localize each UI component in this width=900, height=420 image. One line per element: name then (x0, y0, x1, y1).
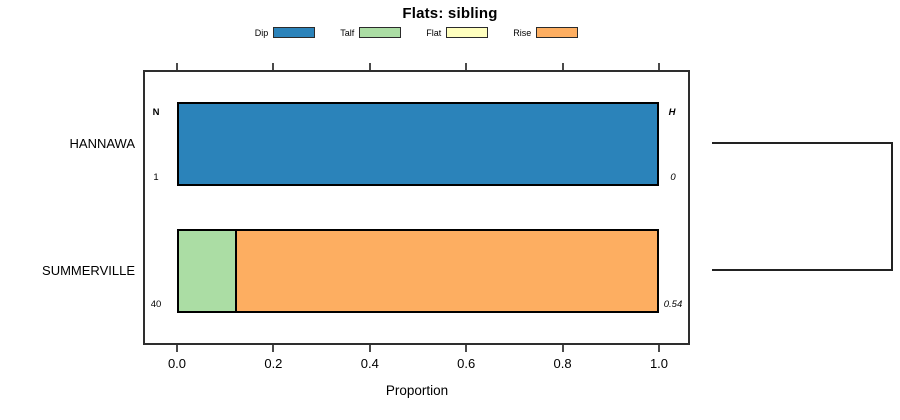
legend-label: Talf (340, 27, 355, 38)
x-axis-tick-top (368, 63, 371, 70)
category-label-summerville: SUMMERVILLE (42, 263, 135, 278)
dendrogram-join (891, 142, 893, 271)
x-axis-tick (561, 345, 564, 352)
n-value-hannawa: 1 (153, 172, 159, 183)
x-axis-label: Proportion (385, 383, 449, 398)
legend: Dip Talf Flat Rise (143, 25, 690, 40)
legend-swatch-talf (359, 27, 402, 38)
n-column-header: N (152, 107, 160, 118)
bar-segment-summerville-talf (177, 229, 238, 313)
legend-label: Flat (426, 27, 442, 38)
h-value-summerville: 0.54 (663, 299, 683, 310)
x-axis-tick (368, 345, 371, 352)
h-column-header: H (668, 107, 676, 118)
x-axis-tick-top (561, 63, 564, 70)
legend-swatch-dip (273, 27, 316, 38)
legend-item-talf: Talf (340, 27, 402, 38)
n-value-summerville: 40 (150, 299, 162, 310)
x-axis-tick (658, 345, 660, 352)
chart-title: Flats: sibling (402, 5, 498, 22)
dendrogram-branch-top (712, 142, 893, 144)
legend-item-flat: Flat (426, 27, 489, 38)
x-axis-tick (465, 345, 468, 352)
x-axis-tick (176, 345, 178, 352)
x-axis-tick-label: 0.0 (167, 356, 187, 371)
x-axis-tick-label: 0.8 (553, 356, 572, 371)
legend-label: Dip (254, 27, 269, 38)
legend-item-dip: Dip (255, 27, 316, 38)
x-axis-tick-label: 0.4 (360, 356, 379, 371)
legend-label: Rise (513, 27, 532, 38)
bar-segment-summerville-rise (235, 229, 659, 313)
x-axis-tick-top (465, 63, 468, 70)
category-label-hannawa: HANNAWA (69, 136, 135, 151)
x-axis-tick-label: 0.6 (457, 356, 476, 371)
x-axis-tick-top (176, 63, 178, 70)
bar-segment-hannawa-dip (177, 102, 659, 186)
x-axis-tick-label: 1.0 (649, 356, 669, 371)
legend-swatch-rise (536, 27, 579, 38)
legend-item-rise: Rise (513, 27, 579, 38)
x-axis-tick-top (658, 63, 660, 70)
x-axis-tick (272, 345, 275, 352)
dendrogram-branch-bottom (712, 269, 893, 271)
h-value-hannawa: 0 (670, 172, 676, 183)
legend-swatch-flat (446, 27, 489, 38)
x-axis-tick-top (272, 63, 275, 70)
x-axis-tick-label: 0.2 (264, 356, 283, 371)
